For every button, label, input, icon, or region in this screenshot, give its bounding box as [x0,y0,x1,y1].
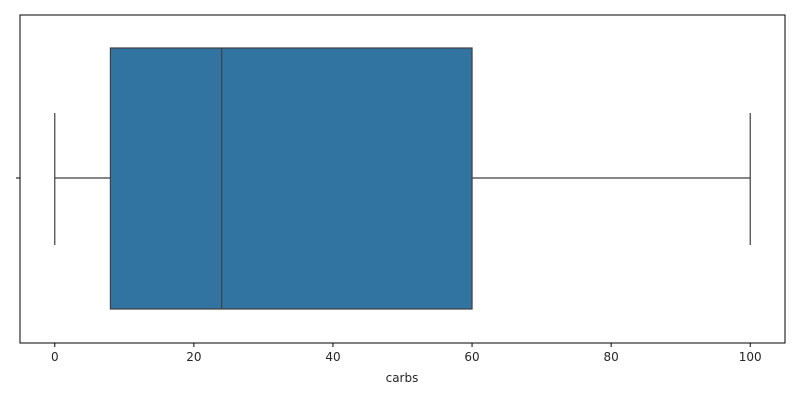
x-tick-label: 20 [186,350,201,364]
x-axis-ticks: 0 20 40 60 80 100 [51,343,762,364]
plot-frame [19,14,786,344]
x-tick-label: 0 [51,350,59,364]
iqr-box [109,47,473,310]
x-tick-label: 60 [464,350,479,364]
x-tick-label: 80 [603,350,618,364]
x-tick-label: 100 [739,350,762,364]
x-tick-label: 40 [325,350,340,364]
x-axis-label: carbs [386,371,419,385]
